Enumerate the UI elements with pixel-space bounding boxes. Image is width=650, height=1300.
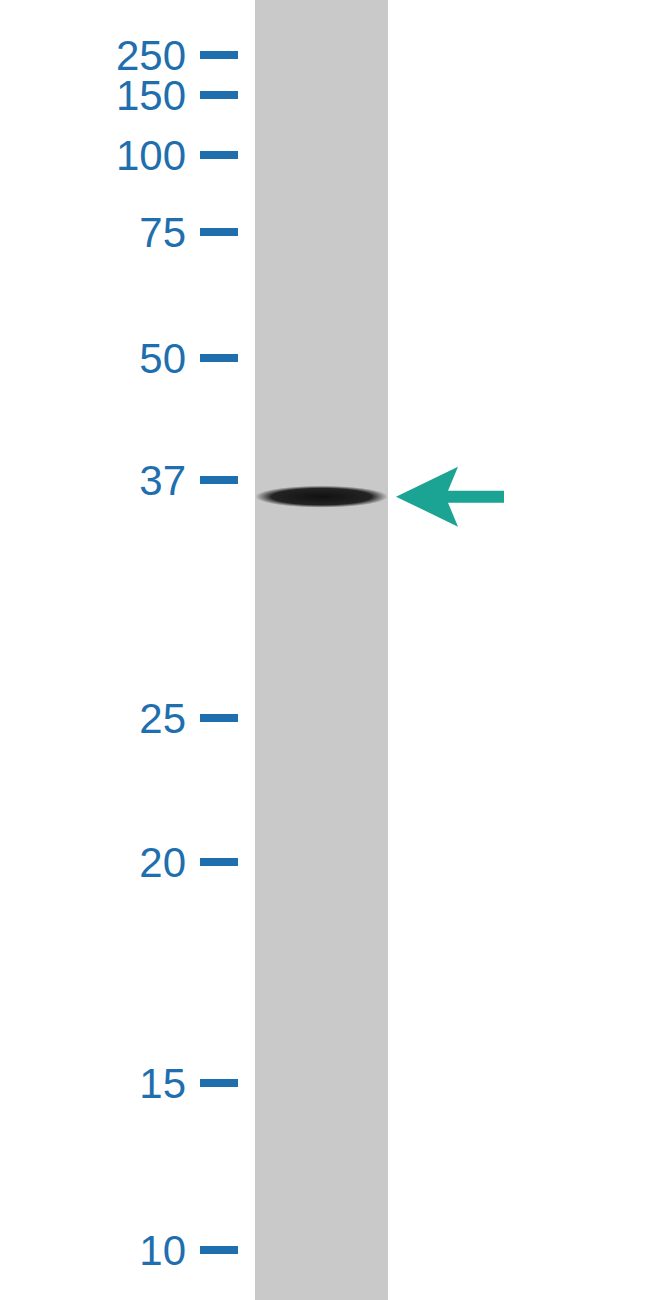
ladder-tick <box>200 151 238 159</box>
ladder-tick <box>200 476 238 484</box>
ladder-label: 250 <box>116 32 186 79</box>
ladder-label: 15 <box>139 1060 186 1107</box>
ladder-label: 20 <box>139 839 186 886</box>
ladder-tick <box>200 354 238 362</box>
band-arrow <box>396 467 504 527</box>
ladder-label: 100 <box>116 132 186 179</box>
blot-figure: 10 15 20 25 37 50 75 100 150250 <box>0 0 650 1300</box>
ladder-label: 10 <box>139 1227 186 1274</box>
ladder-tick <box>200 228 238 236</box>
ladder-label: 150 <box>116 72 186 119</box>
ladder-tick <box>200 91 238 99</box>
ladder-tick <box>200 858 238 866</box>
lane <box>255 0 388 1300</box>
ladder-tick <box>200 1246 238 1254</box>
ladder-label: 75 <box>139 209 186 256</box>
ladder-tick <box>200 51 238 59</box>
ladder-label: 37 <box>139 457 186 504</box>
ladder-tick <box>200 714 238 722</box>
ladder-label: 25 <box>139 695 186 742</box>
ladder-tick <box>200 1079 238 1087</box>
band <box>255 486 388 508</box>
ladder-label: 50 <box>139 335 186 382</box>
